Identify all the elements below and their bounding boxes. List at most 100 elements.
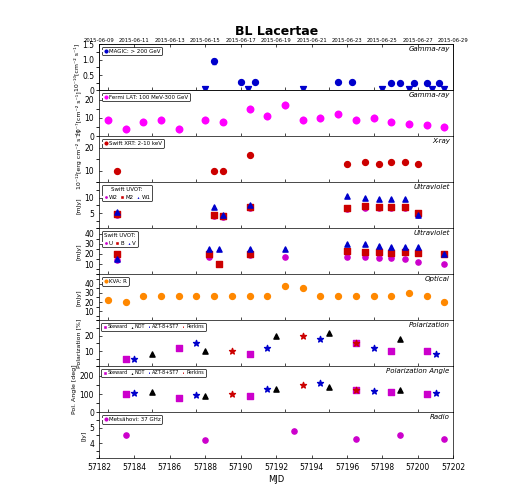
Y-axis label: Polarization [%]: Polarization [%] (77, 319, 82, 368)
Point (361, 203, 369, 211)
Point (348, 78, 356, 86)
Point (361, 253, 369, 261)
Y-axis label: [mJy]: [mJy] (77, 289, 82, 306)
Point (130, 355, 139, 363)
Point (245, 205, 254, 212)
Text: Gamma-ray: Gamma-ray (408, 92, 450, 98)
Point (387, 205, 395, 212)
Point (325, 329, 333, 337)
Point (157, 116, 165, 124)
Point (215, 260, 224, 268)
Point (245, 203, 254, 211)
Point (113, 250, 121, 258)
Point (369, 114, 378, 122)
Legend: W2, M2, W1: W2, M2, W1 (102, 185, 152, 201)
Legend: Swift XRT: 2-10 keV: Swift XRT: 2-10 keV (102, 139, 164, 147)
Point (139, 118, 147, 126)
Point (440, 298, 449, 306)
Point (245, 292, 254, 300)
Text: Ultraviolet: Ultraviolet (413, 184, 450, 190)
Point (387, 203, 395, 211)
Point (361, 194, 369, 202)
Point (237, 78, 245, 86)
Point (361, 204, 369, 211)
Point (205, 250, 213, 258)
Point (387, 118, 395, 126)
Y-axis label: 10⁻¹²[erg cm⁻² s⁻¹]: 10⁻¹²[erg cm⁻² s⁻¹] (76, 130, 82, 189)
Text: Gamma-ray: Gamma-ray (408, 46, 450, 52)
Point (175, 125, 183, 133)
Text: Polarization Angle: Polarization Angle (387, 368, 450, 374)
Point (352, 340, 360, 348)
Point (245, 350, 254, 358)
Point (343, 253, 351, 261)
Point (387, 249, 395, 257)
Point (369, 344, 378, 352)
Point (352, 292, 360, 300)
Point (396, 387, 404, 394)
Point (396, 79, 404, 87)
Point (281, 253, 289, 261)
Point (352, 435, 360, 443)
Point (361, 158, 369, 166)
Point (192, 391, 201, 399)
Point (352, 116, 360, 124)
Point (157, 292, 165, 300)
Point (201, 116, 209, 124)
Point (325, 383, 333, 390)
Point (401, 248, 410, 256)
Text: Ultraviolet: Ultraviolet (413, 230, 450, 236)
Point (263, 292, 271, 300)
Title: BL Lacertae: BL Lacertae (234, 25, 318, 38)
Point (369, 292, 378, 300)
Point (396, 335, 404, 343)
Point (440, 260, 449, 268)
Point (219, 167, 227, 175)
Point (245, 105, 254, 113)
Point (113, 208, 121, 215)
Point (361, 240, 369, 247)
Point (299, 284, 307, 292)
Point (423, 390, 431, 398)
Point (369, 387, 378, 395)
Point (375, 195, 383, 203)
Point (375, 205, 383, 212)
Point (410, 79, 418, 87)
Point (375, 242, 383, 250)
Point (245, 202, 254, 210)
Legend: KVA: R: KVA: R (102, 277, 129, 285)
Point (375, 248, 383, 256)
Point (192, 340, 201, 348)
Point (401, 205, 410, 212)
Point (352, 387, 360, 394)
Point (228, 347, 236, 355)
Point (414, 211, 422, 218)
Y-axis label: [mJy]: [mJy] (77, 197, 82, 214)
Point (245, 251, 254, 259)
Point (440, 250, 449, 258)
Point (130, 389, 139, 397)
Point (245, 392, 254, 400)
Point (423, 79, 431, 87)
Y-axis label: Pol. Angle [deg]: Pol. Angle [deg] (72, 365, 77, 414)
Point (343, 160, 351, 168)
Point (316, 114, 325, 122)
Point (210, 57, 218, 65)
Point (121, 298, 130, 306)
Point (387, 254, 395, 262)
Point (440, 85, 449, 93)
Point (401, 195, 410, 203)
Point (228, 292, 236, 300)
Point (113, 255, 121, 263)
Point (405, 289, 413, 297)
Point (244, 85, 252, 93)
Point (387, 243, 395, 251)
Legend: Steward, NOT, AZT-8+ST7, Perkins: Steward, NOT, AZT-8+ST7, Perkins (102, 369, 206, 377)
Point (251, 78, 259, 86)
Point (210, 211, 218, 218)
Point (387, 79, 395, 87)
Point (113, 256, 121, 264)
Point (299, 381, 307, 389)
Point (414, 243, 422, 251)
Point (245, 245, 254, 253)
